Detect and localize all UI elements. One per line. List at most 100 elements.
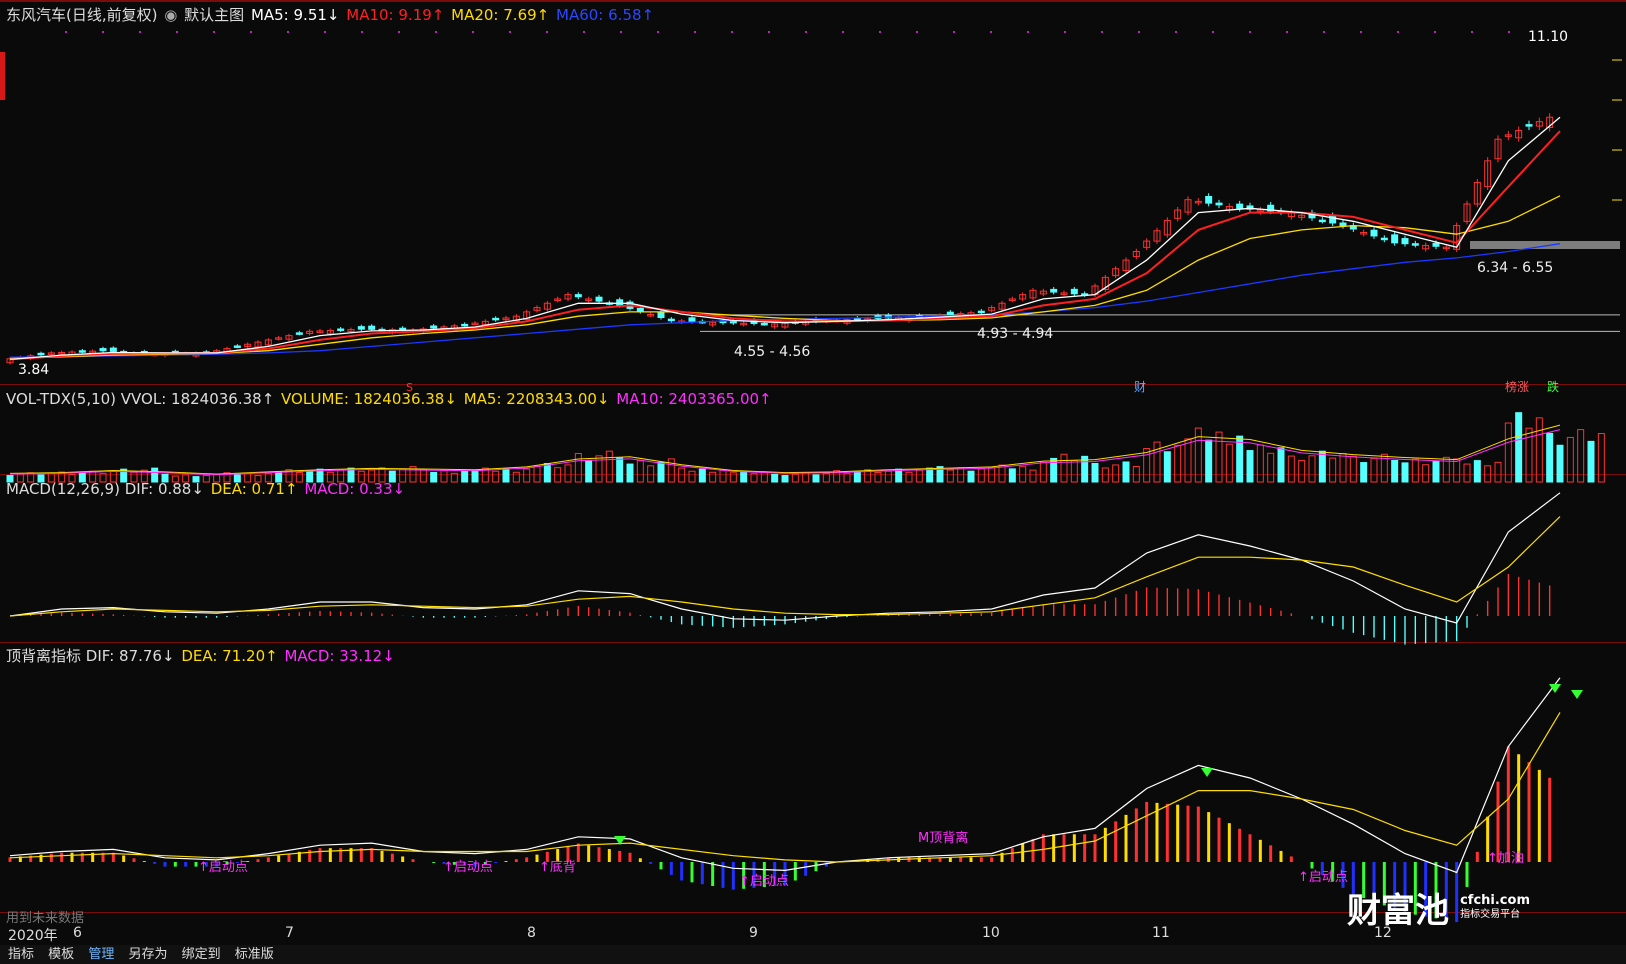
volume-bar: [1081, 455, 1089, 483]
div-macd-readout: MACD: 33.12↓: [284, 647, 395, 665]
toolbar-save-as[interactable]: 另存为: [128, 947, 168, 962]
macd-indicator-name[interactable]: MACD(12,26,9) DIF: 0.88↓: [6, 480, 204, 498]
line-ma5: [9, 116, 1561, 361]
volume-bar: [357, 470, 365, 483]
x-axis: 2020年 6 7 8 9 10 11 12: [0, 925, 1626, 945]
volume-pane: [6, 412, 1605, 483]
vol-indicator-name[interactable]: VOL-TDX(5,10) VVOL: 1824036.38↑: [6, 390, 275, 408]
top-dot: [361, 31, 363, 33]
candle-body: [264, 339, 272, 346]
drop-marker[interactable]: 跌: [1547, 379, 1559, 394]
candle-body: [244, 343, 252, 347]
top-dot: [1360, 31, 1362, 33]
candle-body: [471, 322, 479, 326]
pane-separator-3[interactable]: [0, 642, 1626, 643]
template-name[interactable]: 默认主图: [184, 6, 245, 24]
volume-bar: [1380, 453, 1388, 483]
volume-bar: [368, 469, 376, 483]
volume-bar: [1050, 457, 1058, 483]
volume-bar: [626, 463, 634, 483]
volume-bar: [678, 467, 686, 483]
volume-bar: [285, 469, 293, 483]
volume-bar: [1267, 452, 1275, 483]
pane-separator-1[interactable]: [0, 384, 1626, 385]
candle-body: [1174, 209, 1182, 219]
volume-bar: [864, 469, 872, 483]
volume-bar: [275, 471, 283, 483]
volume-bar: [946, 469, 954, 483]
top-dot: [694, 31, 696, 33]
volume-bar: [1360, 462, 1368, 483]
candle-body: [988, 307, 996, 311]
candle-body: [99, 348, 107, 352]
top-dot: [620, 31, 622, 33]
candle-body: [1205, 195, 1213, 204]
volume-bar: [130, 471, 138, 483]
top-dot: [102, 31, 104, 33]
volume-bar: [636, 460, 644, 483]
volume-bar: [1277, 447, 1285, 483]
div-indicator-name[interactable]: 顶背离指标 DIF: 87.76↓: [6, 647, 175, 665]
x-label-sep: 9: [749, 925, 758, 941]
volume-bar: [347, 467, 355, 483]
candle-body: [1019, 294, 1027, 300]
top-dot: [546, 31, 548, 33]
volume-bar: [471, 469, 479, 483]
finance-marker[interactable]: 财: [1134, 380, 1146, 394]
candle-body: [1112, 268, 1120, 277]
volume-bar: [1484, 465, 1492, 483]
top-dot: [509, 31, 511, 33]
volume-bar: [781, 475, 789, 483]
top-divergence-arrow: [1571, 690, 1583, 699]
top-dot: [1212, 31, 1214, 33]
candle-body: [1504, 134, 1512, 137]
x-label-jul: 7: [285, 925, 294, 941]
candle-body: [1360, 231, 1368, 235]
volume-bar: [1070, 459, 1078, 483]
toolbar-indicator[interactable]: 指标: [8, 947, 35, 962]
candle-body: [1473, 181, 1481, 205]
candle-body: [1391, 234, 1399, 244]
left-tab-marker[interactable]: [0, 52, 5, 100]
volume-bar: [1349, 455, 1357, 483]
candle-body: [306, 330, 314, 334]
top-dot: [1027, 31, 1029, 33]
volume-bar: [709, 471, 717, 483]
signal-jiayou: ↑加油: [1487, 851, 1524, 866]
volume-bar: [554, 467, 562, 483]
future-data-note: 用到未来数据: [6, 911, 84, 926]
candle-body: [1039, 290, 1047, 295]
volume-bar: [1184, 438, 1192, 483]
candle-body: [1215, 202, 1223, 206]
volume-bar: [1215, 431, 1223, 483]
logo-name: 财富池: [1347, 891, 1449, 931]
volume-bar: [647, 465, 655, 483]
stock-title[interactable]: 东风汽车(日线,前复权): [6, 6, 158, 24]
candle-body: [1050, 288, 1058, 293]
toolbar-manage[interactable]: 管理: [88, 947, 115, 962]
candle-body: [1267, 204, 1275, 212]
signal-qidong-1: ↑启动点: [198, 860, 248, 875]
limit-up-marker[interactable]: 榜涨: [1505, 379, 1529, 394]
toolbar-standard[interactable]: 标准版: [234, 947, 274, 962]
candle-body: [946, 311, 954, 315]
top-dot: [1508, 31, 1510, 33]
volume-bar: [1566, 436, 1574, 483]
toolbar-template[interactable]: 模板: [48, 947, 75, 962]
volume-bar: [1318, 450, 1326, 483]
divergence-header: 顶背离指标 DIF: 87.76↓ DEA: 71.20↑ MACD: 33.1…: [6, 645, 397, 667]
main-chart-header: 东风汽车(日线,前复权) ◉ 默认主图 MA5: 9.51↓ MA10: 9.1…: [6, 4, 656, 26]
volume-bar: [1546, 432, 1554, 483]
candle-body: [37, 352, 45, 356]
candle-body: [1329, 215, 1337, 224]
toolbar-bind-to[interactable]: 绑定到: [181, 947, 221, 962]
volume-bar: [1494, 461, 1502, 483]
top-dot: [398, 31, 400, 33]
range-label-3: 6.34 - 6.55: [1477, 260, 1553, 276]
volume-bar: [843, 472, 851, 483]
volume-bar: [936, 466, 944, 483]
candle-body: [492, 317, 500, 321]
top-dot: [65, 31, 67, 33]
top-dot: [1138, 31, 1140, 33]
